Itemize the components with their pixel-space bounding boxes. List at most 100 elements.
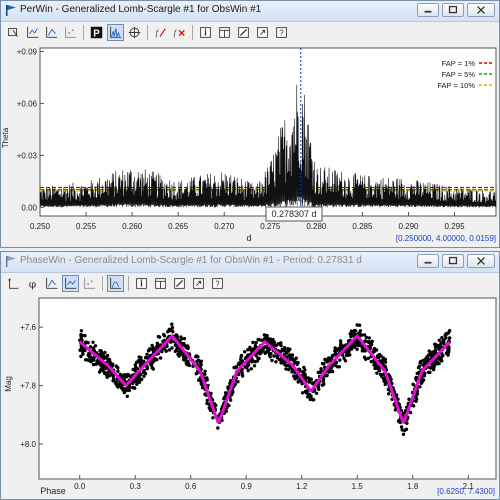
- bold-p-button[interactable]: P: [88, 24, 105, 41]
- perwin-titlebar[interactable]: PerWin - Generalized Lomb-Scargle #1 for…: [1, 1, 499, 22]
- close-button[interactable]: [467, 3, 495, 17]
- phase-point: [320, 361, 325, 366]
- line-button[interactable]: [43, 275, 60, 292]
- edit-button[interactable]: [171, 275, 188, 292]
- fit-curve-button[interactable]: [107, 274, 124, 292]
- minimize-button[interactable]: [417, 254, 439, 268]
- phase-point: [435, 361, 439, 366]
- y-axis-label: Mag: [4, 376, 13, 392]
- phase-point: [237, 361, 241, 365]
- x-tick-label: 0.260: [122, 222, 143, 231]
- fit-button[interactable]: f: [152, 24, 169, 41]
- x-tick-label: 1.2: [296, 482, 308, 491]
- export-button[interactable]: [254, 24, 271, 41]
- svg-text:f: f: [174, 28, 178, 37]
- table-button[interactable]: [216, 24, 233, 41]
- edit-button[interactable]: [235, 24, 252, 41]
- phase-point: [330, 369, 335, 374]
- phase-point: [262, 333, 267, 337]
- phase-point: [342, 356, 346, 360]
- phase-point: [84, 358, 88, 362]
- phase-point: [414, 399, 418, 403]
- y-ticks: +0.09 +0.06 +0.03 0.00: [17, 47, 44, 212]
- axes-button[interactable]: [5, 275, 22, 292]
- svg-text:φ: φ: [29, 278, 36, 290]
- cursor-icon: [8, 27, 18, 37]
- phase-point: [222, 397, 226, 401]
- phase-point: [149, 362, 153, 367]
- info-button[interactable]: [133, 275, 150, 292]
- phasewin-window: PhaseWin - Generalized Lomb-Scargle #1 f…: [0, 251, 500, 500]
- phase-point: [401, 432, 406, 436]
- phase-point: [150, 347, 155, 352]
- phase-point: [265, 333, 269, 338]
- target-button[interactable]: [126, 24, 143, 41]
- points-button[interactable]: [62, 24, 79, 41]
- phase-point: [133, 368, 137, 373]
- phi-button[interactable]: φ: [24, 275, 41, 292]
- phase-point: [214, 403, 218, 407]
- phase-point: [339, 344, 343, 348]
- minimize-button[interactable]: [417, 3, 439, 17]
- phase-point: [362, 355, 367, 359]
- chart-axes-icon: [27, 26, 39, 38]
- phase-point: [438, 343, 442, 347]
- table-icon: [219, 26, 230, 38]
- phase-point: [327, 356, 331, 360]
- export-button[interactable]: [190, 275, 207, 292]
- phase-point: [79, 329, 84, 333]
- legend-label: FAP = 5%: [442, 70, 476, 79]
- phase-point: [170, 322, 174, 326]
- info-button[interactable]: [197, 24, 214, 41]
- phase-point: [135, 382, 139, 386]
- maximize-button[interactable]: [442, 254, 464, 268]
- phase-point: [261, 349, 265, 353]
- phase-point: [184, 345, 188, 349]
- close-button[interactable]: [467, 254, 495, 268]
- maximize-icon: [448, 5, 458, 14]
- phase-point: [103, 350, 107, 355]
- phase-point: [435, 343, 439, 348]
- phasewin-titlebar[interactable]: PhaseWin - Generalized Lomb-Scargle #1 f…: [1, 252, 499, 273]
- phase-point: [95, 359, 99, 363]
- periodogram-plot[interactable]: +0.09 +0.06 +0.03 0.00 0.250 0.255 0.260 0.265…: [1, 43, 499, 247]
- perwin-toolbar: P f f ?: [5, 23, 290, 41]
- clear-fit-button[interactable]: f: [171, 24, 188, 41]
- phase-point: [91, 346, 96, 350]
- phase-point: [182, 336, 187, 341]
- maximize-button[interactable]: [442, 3, 464, 17]
- phase-point: [144, 356, 148, 360]
- table-button[interactable]: [152, 275, 169, 292]
- chart-line-icon: [46, 26, 58, 38]
- points-button[interactable]: [62, 274, 79, 292]
- phase-plot[interactable]: +7.6 +7.8 +8.0 0.0 0.3 0.6 0.9 1.2 1.5 1.8 2.1 Ma…: [1, 294, 499, 500]
- phase-point: [170, 346, 174, 350]
- phase-point: [362, 333, 367, 337]
- phase-point: [125, 394, 129, 398]
- x-tick-label: 0.0: [74, 482, 86, 491]
- phase-point: [418, 361, 422, 365]
- phase-point: [209, 391, 213, 396]
- axes-button[interactable]: [24, 24, 41, 41]
- scatter-button[interactable]: [81, 275, 98, 292]
- phase-point: [83, 334, 87, 338]
- phase-point: [208, 408, 213, 413]
- phase-point: [399, 425, 404, 429]
- help-button[interactable]: ?: [273, 24, 290, 41]
- phase-point: [139, 362, 143, 366]
- phase-point: [111, 374, 116, 379]
- help-button[interactable]: ?: [209, 275, 226, 292]
- phase-point: [79, 337, 84, 341]
- export-icon: [257, 26, 268, 38]
- phase-point: [87, 354, 91, 358]
- cursor-button[interactable]: [5, 24, 22, 41]
- phase-point: [322, 382, 326, 386]
- line-button[interactable]: [43, 24, 60, 41]
- toolbar-separator: [102, 275, 103, 291]
- perwin-window: PerWin - Generalized Lomb-Scargle #1 for…: [0, 0, 500, 248]
- phase-point: [252, 364, 257, 368]
- phase-point: [283, 348, 287, 353]
- toolbar-separator: [147, 24, 148, 40]
- peaks-button[interactable]: [107, 23, 124, 41]
- x-axis-label: d: [246, 233, 251, 243]
